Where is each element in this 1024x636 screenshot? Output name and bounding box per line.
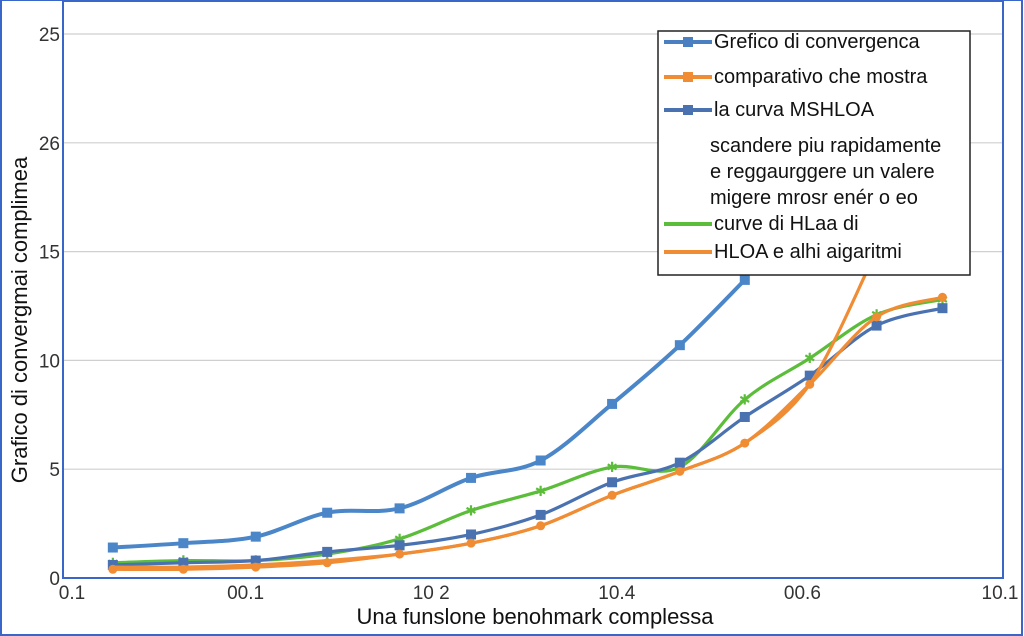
data-point	[536, 521, 546, 531]
data-point: ✱	[465, 503, 477, 519]
legend-marker	[683, 105, 693, 115]
legend-label: curve di HLaa di	[714, 213, 859, 235]
data-point	[250, 555, 261, 566]
series-line	[112, 263, 872, 569]
data-point	[394, 540, 405, 551]
y-axis-label: Grafico di convergmai complimea	[7, 156, 32, 483]
series-0	[107, 274, 750, 553]
data-point	[805, 379, 815, 389]
data-point	[675, 466, 685, 476]
x-axis-label: Una funslone benohmark complessa	[356, 604, 714, 629]
data-point: ✱	[804, 350, 816, 366]
y-tick-label: 26	[39, 134, 60, 155]
legend-label: Grefico di convergenca	[714, 31, 921, 53]
x-tick-label: 10 2	[413, 583, 450, 604]
x-tick-label: 0.1	[59, 583, 85, 604]
data-point	[108, 564, 118, 574]
data-point	[466, 538, 476, 548]
x-tick-label: 00.6	[784, 583, 821, 604]
data-point	[322, 546, 333, 557]
data-point	[740, 438, 750, 448]
series-3	[112, 263, 872, 569]
legend-marker	[683, 37, 693, 47]
legend-label: comparativo che mostra	[714, 66, 928, 88]
data-point	[937, 292, 947, 302]
data-point	[322, 507, 333, 518]
series-line	[112, 295, 943, 572]
legend-box	[657, 30, 971, 276]
data-point	[178, 538, 189, 549]
data-point	[107, 542, 118, 553]
x-tick-labels: 0.1 00.1 10 2 10.4 00.6 10.1	[59, 583, 1019, 604]
data-point	[251, 562, 261, 572]
data-point	[535, 455, 546, 466]
y-tick-label: 15	[39, 243, 60, 264]
legend-label: scandere piu rapidamente	[710, 135, 941, 157]
data-point	[535, 509, 546, 520]
legend-item: la curva MSHLOA	[664, 99, 875, 121]
series-line	[112, 306, 943, 567]
data-point	[674, 340, 685, 351]
data-point	[607, 477, 618, 488]
legend-item: curve di HLaa di	[664, 213, 859, 235]
data-point	[674, 457, 685, 468]
legend-label: la curva MSHLOA	[714, 99, 875, 121]
data-point	[250, 531, 261, 542]
y-tick-label: 10	[39, 351, 60, 372]
series-line	[112, 297, 943, 565]
data-point: ✱	[739, 392, 751, 408]
legend-item: scandere piu rapidamente	[710, 135, 941, 157]
legend-label: migere mrosr enér o eo	[710, 187, 918, 209]
y-tick-label: 25	[39, 25, 60, 46]
legend-item: Grefico di convergenca	[664, 31, 921, 53]
data-point	[804, 370, 815, 381]
data-point	[178, 564, 188, 574]
data-point	[739, 411, 750, 422]
data-point	[607, 398, 618, 409]
x-tick-label: 10.1	[982, 583, 1019, 604]
legend-marker	[683, 72, 693, 82]
series-line	[112, 278, 747, 550]
series-2	[107, 303, 948, 570]
data-point	[466, 529, 477, 540]
y-tick-label: 0	[49, 569, 60, 590]
legend-item: comparativo che mostra	[664, 66, 928, 88]
legend-item: HLOA e alhi aigaritmi	[664, 241, 902, 263]
data-point	[739, 274, 750, 285]
data-point	[395, 549, 405, 559]
data-point	[607, 490, 617, 500]
data-point: ✱	[535, 483, 547, 499]
legend-label: HLOA e alhi aigaritmi	[714, 241, 902, 263]
data-point	[937, 303, 948, 314]
legend-item: e reggaurggere un valere	[710, 161, 935, 183]
y-tick-labels: 0 5 10 15 26 25	[39, 25, 60, 590]
data-point	[872, 312, 882, 322]
data-point: ✱	[394, 531, 406, 547]
legend-label: e reggaurggere un valere	[710, 161, 935, 183]
y-tick-label: 5	[49, 460, 60, 481]
data-point	[466, 472, 477, 483]
data-point	[394, 503, 405, 514]
legend: Grefico di convergenca comparativo che mo…	[657, 30, 971, 276]
data-point	[322, 558, 332, 568]
data-point	[871, 320, 882, 331]
legend-item: migere mrosr enér o eo	[710, 187, 918, 209]
series-group: ✱✱✱✱✱✱✱✱✱✱✱✱✱	[107, 263, 948, 574]
x-tick-label: 10.4	[598, 583, 635, 604]
data-point	[178, 557, 189, 568]
plot-frame	[62, 0, 1004, 579]
data-point: ✱	[606, 459, 618, 475]
x-tick-label: 00.1	[227, 583, 264, 604]
series-4	[108, 292, 947, 574]
